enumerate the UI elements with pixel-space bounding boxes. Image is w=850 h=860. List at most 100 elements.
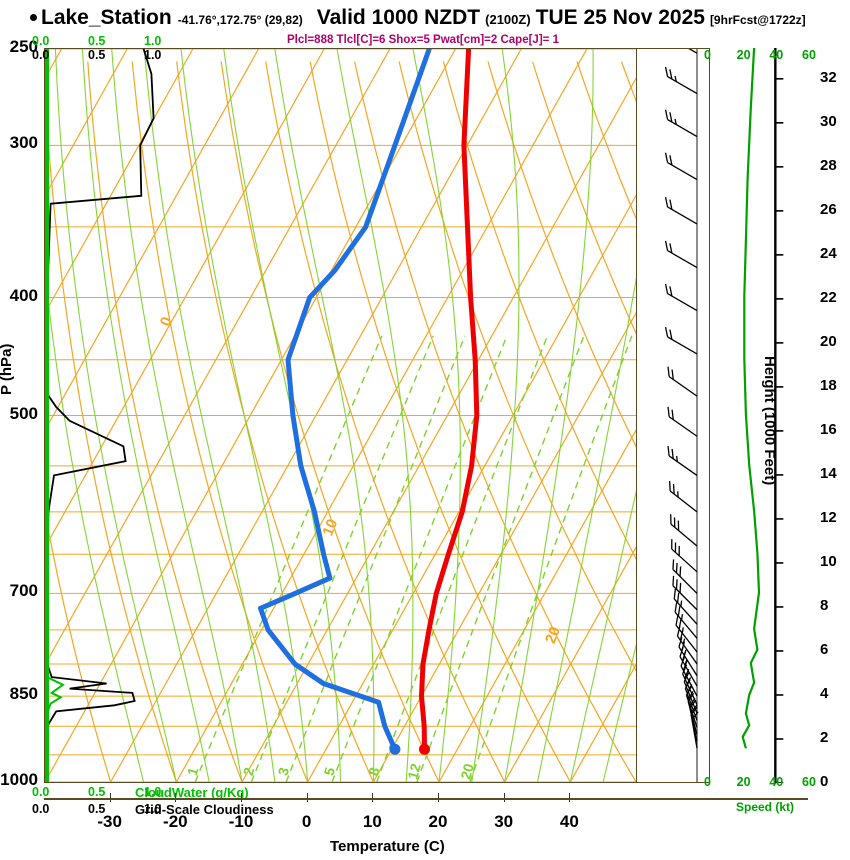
- temperature-tick: [569, 793, 571, 802]
- height-tick-label: 6: [820, 640, 829, 658]
- barb-staff: [690, 714, 698, 749]
- saturated-adiabat-line: [274, 49, 375, 782]
- barb-full-feather: [682, 664, 688, 675]
- dry-adiabat-line: [576, 61, 636, 220]
- barb-staff: [667, 336, 698, 355]
- barb-full-feather: [672, 484, 675, 495]
- barb-full-feather: [675, 562, 678, 573]
- height-tick-label: 2: [820, 728, 829, 746]
- cloudwater-tick-label-top: 1.0: [144, 34, 162, 48]
- speed-tick-label-bottom: 0: [704, 775, 711, 789]
- height-tick-label: 4: [820, 684, 829, 702]
- height-tick-label: 8: [820, 596, 829, 614]
- barb-full-feather: [664, 109, 669, 120]
- barb-full-feather: [679, 630, 684, 641]
- station-coords: -41.76°,172.75° (29,82): [177, 13, 303, 27]
- dry-adiabat-line: [45, 82, 177, 782]
- temperature-tick: [438, 793, 439, 802]
- barb-staff: [672, 568, 698, 594]
- wind-barb: [664, 283, 698, 312]
- pressure-tick-label: 500: [9, 403, 38, 423]
- mixing-ratio-label: 3: [275, 765, 293, 777]
- height-tick-label: 20: [820, 332, 837, 350]
- wind-barb: [673, 588, 698, 625]
- wind-barb: [674, 602, 698, 639]
- barb-full-feather: [689, 699, 697, 709]
- barb-staff: [668, 376, 698, 397]
- wind-barb: [667, 366, 698, 397]
- temperature-tick-label: 20: [428, 812, 448, 831]
- barb-full-feather: [679, 646, 684, 657]
- saturated-adiabat-line: [412, 49, 461, 782]
- wind-barb: [664, 152, 698, 181]
- mixing-ratio-label: 5: [321, 765, 339, 777]
- speed-axis-title: Speed (kt): [736, 800, 795, 814]
- dry-adiabat-line: [309, 61, 571, 782]
- cloudiness-tick-label-bottom: 0.5: [88, 802, 106, 816]
- barb-full-feather: [669, 286, 673, 297]
- height-tick-label: 26: [820, 200, 837, 218]
- temperature-profile-line: [419, 49, 480, 752]
- saturated-adiabat-line: [602, 643, 636, 782]
- speed-tick-label-top: 60: [802, 48, 816, 62]
- barb-full-feather: [669, 243, 673, 254]
- wind-barb: [688, 49, 698, 54]
- temperature-tick-label: -20: [163, 812, 188, 831]
- valid-date: TUE 25 Nov 2025: [535, 6, 705, 29]
- valid-time: Valid 1000 NZDT: [316, 6, 481, 29]
- dry-adiabat-line: [220, 61, 440, 782]
- barb-full-feather: [690, 704, 698, 714]
- height-tick-label: 16: [820, 420, 837, 438]
- barb-staff: [672, 585, 698, 611]
- dewpoint-profile-line: [258, 49, 432, 752]
- temperature-tick: [503, 793, 505, 802]
- barb-full-feather: [676, 592, 680, 603]
- wind-barb: [670, 514, 698, 547]
- legend-separator: [44, 798, 808, 800]
- wind-barb: [664, 327, 698, 355]
- isotherm-line: [45, 49, 325, 549]
- barb-full-feather: [680, 656, 686, 667]
- wind-barb: [664, 66, 698, 95]
- mixing-ratio-line: [285, 335, 466, 782]
- height-tick-label: 14: [820, 464, 837, 482]
- isotherm-line: [110, 49, 522, 782]
- isotherm-line: [175, 49, 588, 782]
- temperature-tick-label: -10: [228, 812, 254, 831]
- barb-full-feather: [664, 66, 669, 77]
- mixing-ratio-label: 8: [365, 765, 383, 777]
- saturated-adiabat-line: [471, 49, 520, 782]
- dry-adiabat-label: 0: [157, 315, 176, 329]
- barb-staff: [668, 416, 698, 437]
- barb-half-feather: [674, 75, 677, 82]
- cloudwater-tick-label-bottom: 1.0: [144, 785, 162, 799]
- temperature-tick: [372, 793, 374, 802]
- height-tick-label: 18: [820, 376, 837, 394]
- dry-adiabat-line: [442, 61, 636, 560]
- saturated-adiabat-line: [81, 49, 210, 782]
- mixing-ratio-line: [194, 335, 383, 782]
- wind-barb: [664, 240, 698, 269]
- temperature-tick: [306, 793, 308, 802]
- isotherm-line: [45, 49, 128, 197]
- dry-adiabat-line: [265, 61, 506, 782]
- height-tick-label: 12: [820, 508, 837, 526]
- height-tick-label: 32: [820, 68, 837, 86]
- pressure-tick-label: 400: [9, 285, 38, 305]
- mixing-ratio-line: [250, 335, 434, 782]
- temperature-tick-label: -30: [97, 812, 122, 831]
- barb-staff: [670, 523, 698, 547]
- barb-full-feather: [687, 692, 695, 702]
- barb-staff: [667, 161, 698, 181]
- wind-barb: [668, 481, 698, 513]
- barb-staff: [669, 490, 698, 513]
- wind-barb: [672, 575, 698, 611]
- dry-adiabat-line: [45, 509, 112, 782]
- saturated-adiabat-line: [536, 276, 636, 782]
- isotherm-line: [504, 546, 636, 782]
- mixing-ratio-label: 12: [404, 762, 424, 781]
- cloudwater-tick-label-bottom: 0.5: [88, 785, 106, 799]
- dry-adiabat-line: [398, 61, 636, 672]
- barb-staff: [674, 611, 698, 639]
